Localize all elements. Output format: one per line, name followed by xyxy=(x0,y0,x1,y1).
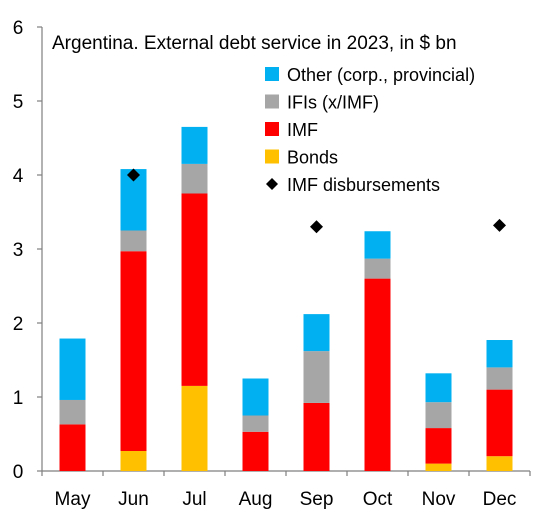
bar-segment xyxy=(120,230,147,252)
legend: Other (corp., provincial) IFIs (x/IMF) IMF… xyxy=(265,65,475,195)
bar-segment xyxy=(364,258,391,279)
bar-segment xyxy=(120,451,147,471)
bar-segment xyxy=(486,456,513,471)
legend-swatch xyxy=(265,122,279,136)
y-tick-label: 3 xyxy=(13,240,24,261)
x-tick-label: May xyxy=(55,489,91,509)
legend-swatch xyxy=(265,149,279,164)
chart-title: Argentina. External debt service in 2023… xyxy=(52,33,457,54)
x-axis: May Jun Jul Aug Sep Oct Nov Dec xyxy=(41,470,531,509)
bar-segment xyxy=(425,463,452,471)
bar-segment xyxy=(364,231,391,259)
bar-segment xyxy=(303,314,330,352)
legend-swatch xyxy=(265,67,279,81)
markers xyxy=(127,168,506,234)
y-tick-label: 2 xyxy=(13,314,24,335)
legend-label: IFIs (x/IMF) xyxy=(287,93,379,113)
marker-point xyxy=(310,220,323,234)
x-tick-label: Dec xyxy=(483,489,517,509)
y-tick-label: 4 xyxy=(13,166,24,187)
legend-label: Other (corp., provincial) xyxy=(287,65,475,85)
y-tick-label: 5 xyxy=(13,92,24,113)
bar-segment xyxy=(303,402,330,471)
x-tick-label: Aug xyxy=(239,489,273,509)
marker-point xyxy=(493,218,506,232)
y-tick-label: 1 xyxy=(13,388,24,409)
legend-marker xyxy=(266,178,278,190)
x-tick-label: Nov xyxy=(422,489,456,509)
y-axis: 0 1 2 3 4 5 6 xyxy=(13,18,43,483)
x-tick-label: Jul xyxy=(182,489,206,509)
bar-segment xyxy=(181,385,208,471)
bar-segment xyxy=(486,340,513,368)
x-tick-label: Oct xyxy=(363,489,393,509)
bar-segment xyxy=(181,126,208,164)
x-tick-label: Jun xyxy=(118,489,149,509)
bar-segment xyxy=(425,428,452,464)
legend-swatch xyxy=(265,94,279,109)
y-tick-label: 6 xyxy=(13,18,24,39)
bar-segment xyxy=(59,424,86,471)
bar-segment xyxy=(242,431,269,471)
bar-segment xyxy=(181,163,208,194)
legend-label: IMF disbursements xyxy=(287,175,440,195)
bar-segment xyxy=(181,193,208,386)
bar-segment xyxy=(59,399,86,425)
bar-segment xyxy=(59,338,86,400)
bar-segment xyxy=(242,378,269,416)
bar-segment xyxy=(486,367,513,390)
legend-label: Bonds xyxy=(287,148,338,168)
bar-segment xyxy=(242,415,269,432)
bar-segment xyxy=(303,351,330,403)
legend-label: IMF xyxy=(287,120,318,140)
y-tick-label: 0 xyxy=(13,462,24,483)
bars xyxy=(59,126,513,471)
bar-segment xyxy=(120,251,147,452)
bar-segment xyxy=(425,402,452,429)
bar-segment xyxy=(486,389,513,457)
bar-segment xyxy=(425,373,452,403)
x-tick-label: Sep xyxy=(300,489,334,509)
marker-point xyxy=(127,168,140,182)
bar-segment xyxy=(364,278,391,471)
